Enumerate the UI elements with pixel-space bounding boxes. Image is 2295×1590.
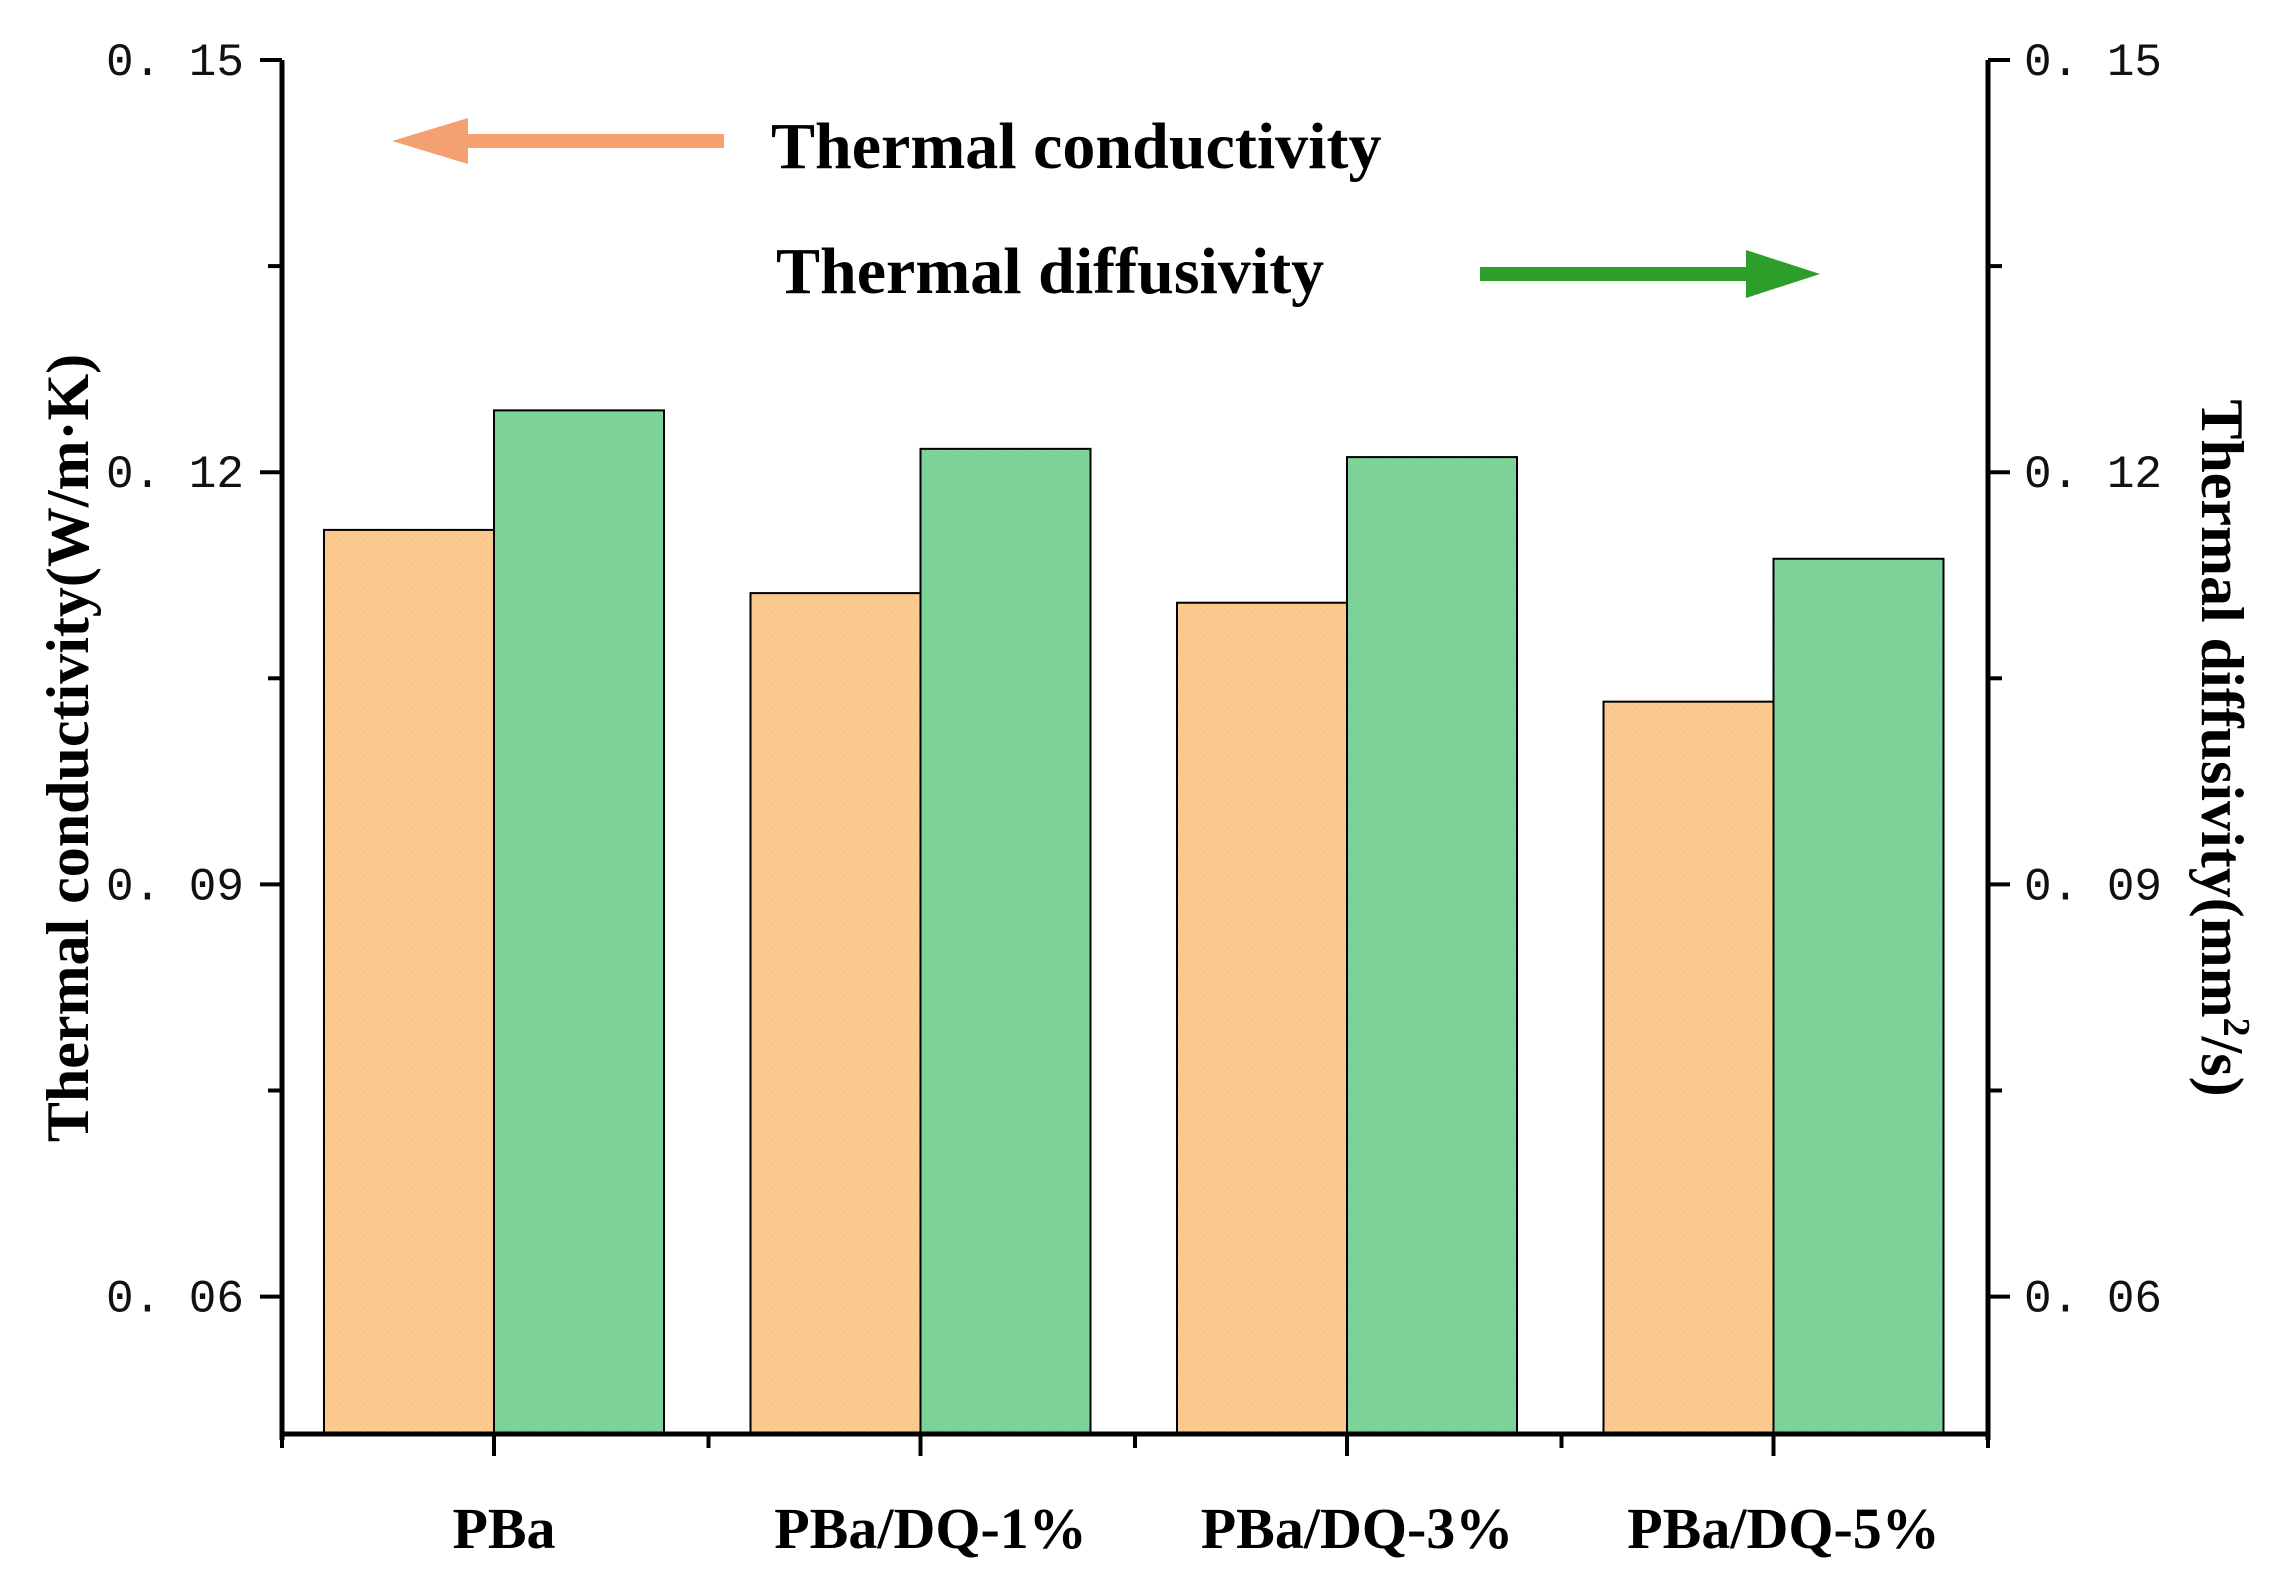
left-axis-title: Thermal conductivity(W/m·K): [35, 354, 101, 1142]
left-tick-label-4: 0. 15: [106, 37, 244, 89]
legend: Thermal conductivity Thermal diffusivity: [392, 110, 1820, 308]
ticks-layer: [260, 58, 2010, 1456]
left-arrow-icon: [392, 118, 724, 164]
bar-texture-thermal-conductivity-3: [1177, 602, 1347, 1434]
left-tick-label-1: 0. 06: [106, 1274, 244, 1326]
labels-layer: 0. 06 0. 06 0. 09 0. 09 0. 12 0. 12 0. 15 0. 15…: [106, 37, 2162, 1561]
legend-label-thermal-conductivity: Thermal conductivity: [771, 110, 1381, 183]
x-category-label-4: PBa/DQ-5%: [1627, 1496, 1940, 1561]
bar-texture-thermal-conductivity-2: [750, 593, 921, 1434]
right-arrow-icon: [1480, 250, 1820, 298]
right-axis-title-suffix: /s): [2189, 1036, 2255, 1097]
bar-texture-thermal-diffusivity-1: [494, 410, 664, 1434]
bar-texture-thermal-conductivity-4: [1603, 701, 1774, 1434]
right-axis-title-sup: 2: [2215, 1018, 2257, 1037]
right-tick-label-2: 0. 09: [2024, 861, 2162, 913]
right-axis-title: Thermal diffusivity(mm2/s): [2189, 399, 2257, 1096]
bar-texture-thermal-diffusivity-3: [1347, 457, 1517, 1434]
bar-texture-thermal-diffusivity-4: [1773, 558, 1944, 1434]
legend-label-thermal-diffusivity: Thermal diffusivity: [776, 235, 1324, 308]
right-tick-label-1: 0. 06: [2024, 1274, 2162, 1326]
bar-texture-thermal-conductivity-1: [324, 529, 494, 1434]
bars-layer: [323, 409, 1945, 1436]
right-tick-label-3: 0. 12: [2024, 449, 2162, 501]
left-tick-label-2: 0. 09: [106, 861, 244, 913]
right-axis-title-prefix: Thermal diffusivity(mm: [2189, 399, 2255, 1017]
left-tick-label-3: 0. 12: [106, 449, 244, 501]
bar-texture-thermal-diffusivity-2: [920, 448, 1091, 1434]
x-category-label-1: PBa: [452, 1496, 555, 1561]
legend-item-thermal-diffusivity: Thermal diffusivity: [776, 235, 1820, 308]
legend-item-thermal-conductivity: Thermal conductivity: [392, 110, 1381, 183]
x-category-label-2: PBa/DQ-1%: [774, 1496, 1087, 1561]
right-tick-label-4: 0. 15: [2024, 37, 2162, 89]
x-category-label-3: PBa/DQ-3%: [1201, 1496, 1514, 1561]
